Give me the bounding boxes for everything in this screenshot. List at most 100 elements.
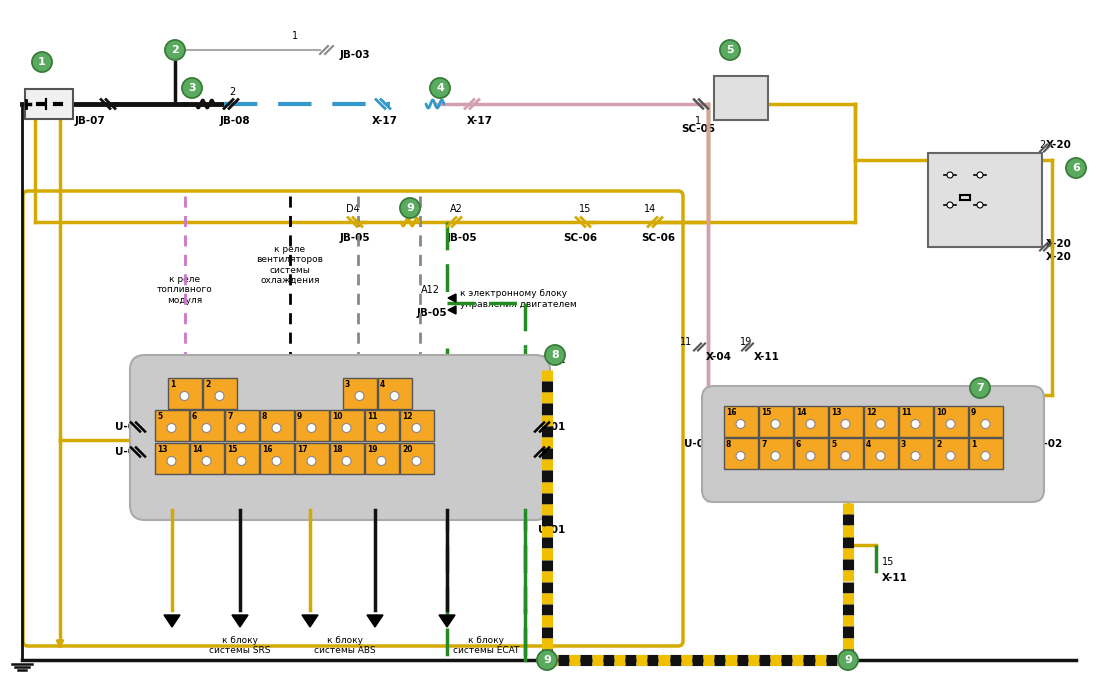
FancyBboxPatch shape xyxy=(724,438,758,469)
Circle shape xyxy=(841,451,850,460)
Text: U-02: U-02 xyxy=(1035,439,1062,449)
Text: 2: 2 xyxy=(228,87,235,97)
Text: 2: 2 xyxy=(935,440,941,449)
FancyBboxPatch shape xyxy=(759,406,793,436)
Circle shape xyxy=(537,650,557,670)
Circle shape xyxy=(977,202,983,208)
Text: 11: 11 xyxy=(901,408,911,417)
Circle shape xyxy=(771,419,780,428)
Circle shape xyxy=(377,456,386,466)
Text: A12: A12 xyxy=(421,285,440,295)
Text: 3: 3 xyxy=(188,83,195,93)
Circle shape xyxy=(182,78,202,98)
Text: 5: 5 xyxy=(726,45,733,55)
Circle shape xyxy=(165,40,184,60)
Text: JB-05: JB-05 xyxy=(416,308,447,318)
Text: 8: 8 xyxy=(551,350,559,360)
Circle shape xyxy=(946,451,955,460)
Circle shape xyxy=(167,423,176,432)
Text: 13: 13 xyxy=(831,408,841,417)
Text: SC-06: SC-06 xyxy=(641,233,675,243)
FancyBboxPatch shape xyxy=(702,386,1044,502)
Text: 6: 6 xyxy=(192,412,198,421)
Text: 9: 9 xyxy=(844,655,852,665)
Text: 4: 4 xyxy=(1034,239,1040,249)
Polygon shape xyxy=(367,615,383,627)
Text: X-20: X-20 xyxy=(1046,239,1072,249)
Circle shape xyxy=(355,391,365,401)
Circle shape xyxy=(876,451,885,460)
Text: 1: 1 xyxy=(695,116,701,126)
Text: 1: 1 xyxy=(292,31,298,41)
FancyBboxPatch shape xyxy=(933,438,967,469)
Text: U-01: U-01 xyxy=(538,525,565,535)
FancyBboxPatch shape xyxy=(190,410,224,440)
Circle shape xyxy=(841,419,850,428)
FancyBboxPatch shape xyxy=(259,410,293,440)
Text: 4: 4 xyxy=(380,380,385,389)
Text: 2: 2 xyxy=(205,380,210,389)
Text: JB-05: JB-05 xyxy=(339,233,370,243)
FancyBboxPatch shape xyxy=(714,76,768,120)
Text: 14: 14 xyxy=(192,445,202,454)
FancyBboxPatch shape xyxy=(202,378,236,408)
FancyBboxPatch shape xyxy=(968,438,1002,469)
Circle shape xyxy=(838,650,858,670)
Text: U-01: U-01 xyxy=(115,422,142,432)
Circle shape xyxy=(981,451,990,460)
Text: 9: 9 xyxy=(296,412,302,421)
FancyBboxPatch shape xyxy=(224,443,258,473)
Circle shape xyxy=(806,419,815,428)
Circle shape xyxy=(390,391,399,401)
Circle shape xyxy=(202,456,211,466)
Text: 6: 6 xyxy=(1072,163,1080,173)
FancyBboxPatch shape xyxy=(933,406,967,436)
Text: 13: 13 xyxy=(157,445,168,454)
Text: 11: 11 xyxy=(680,337,692,347)
Text: 15: 15 xyxy=(579,204,591,214)
Text: 1: 1 xyxy=(971,440,976,449)
Text: 14: 14 xyxy=(643,204,657,214)
FancyBboxPatch shape xyxy=(155,410,189,440)
Circle shape xyxy=(167,456,176,466)
Text: JB-07: JB-07 xyxy=(75,116,105,126)
Circle shape xyxy=(237,456,246,466)
FancyBboxPatch shape xyxy=(365,443,399,473)
Text: 12: 12 xyxy=(866,408,876,417)
Text: 9: 9 xyxy=(544,655,551,665)
Text: 16: 16 xyxy=(262,445,272,454)
Circle shape xyxy=(307,456,316,466)
Circle shape xyxy=(946,202,953,208)
Text: U-01: U-01 xyxy=(538,355,565,365)
FancyBboxPatch shape xyxy=(863,406,897,436)
FancyBboxPatch shape xyxy=(829,438,863,469)
Circle shape xyxy=(307,423,316,432)
Circle shape xyxy=(736,451,746,460)
Circle shape xyxy=(981,419,990,428)
FancyBboxPatch shape xyxy=(898,438,932,469)
Circle shape xyxy=(32,52,52,72)
Text: U-01: U-01 xyxy=(115,447,142,457)
FancyBboxPatch shape xyxy=(724,406,758,436)
Text: X-20: X-20 xyxy=(1046,252,1072,262)
FancyBboxPatch shape xyxy=(294,410,328,440)
FancyBboxPatch shape xyxy=(400,410,434,440)
Circle shape xyxy=(545,345,565,365)
Text: 8: 8 xyxy=(262,412,268,421)
FancyBboxPatch shape xyxy=(168,378,202,408)
Text: 15: 15 xyxy=(761,408,772,417)
FancyBboxPatch shape xyxy=(25,89,72,119)
Circle shape xyxy=(377,423,386,432)
Text: JB-05: JB-05 xyxy=(447,233,478,243)
Polygon shape xyxy=(448,294,456,302)
Circle shape xyxy=(412,423,421,432)
FancyBboxPatch shape xyxy=(400,443,434,473)
FancyBboxPatch shape xyxy=(968,406,1002,436)
Text: X-17: X-17 xyxy=(372,116,397,126)
Text: 8: 8 xyxy=(726,440,731,449)
Text: к блоку
системы ECAT: к блоку системы ECAT xyxy=(452,636,519,655)
Polygon shape xyxy=(439,615,455,627)
Text: 4: 4 xyxy=(866,440,871,449)
FancyBboxPatch shape xyxy=(343,378,377,408)
Text: 10: 10 xyxy=(935,408,946,417)
